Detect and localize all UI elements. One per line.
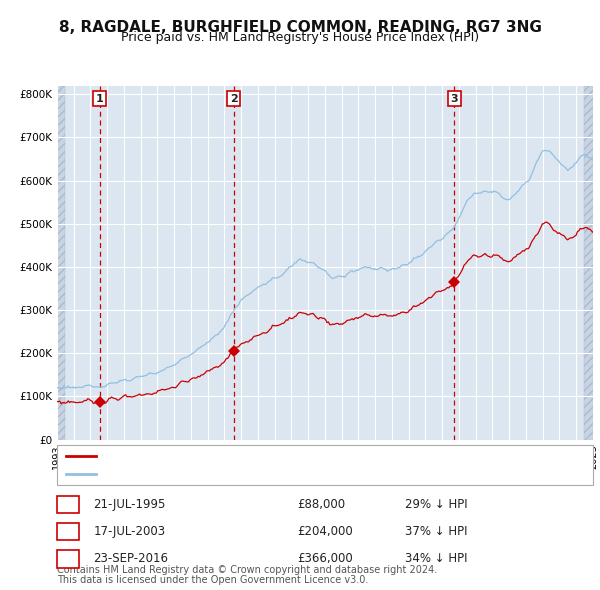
Bar [57,86,65,440]
Text: 3: 3 [451,93,458,103]
Text: £204,000: £204,000 [297,525,353,538]
Bar [584,86,593,440]
Text: HPI: Average price, detached house, West Berkshire: HPI: Average price, detached house, West… [102,469,392,479]
Text: This data is licensed under the Open Government Licence v3.0.: This data is licensed under the Open Gov… [57,575,368,585]
Text: Contains HM Land Registry data © Crown copyright and database right 2024.: Contains HM Land Registry data © Crown c… [57,565,437,575]
Text: 2: 2 [230,93,238,103]
Text: 8, RAGDALE, BURGHFIELD COMMON, READING, RG7 3NG (detached house): 8, RAGDALE, BURGHFIELD COMMON, READING, … [102,451,522,461]
Text: 2: 2 [64,525,72,538]
Text: 8, RAGDALE, BURGHFIELD COMMON, READING, RG7 3NG: 8, RAGDALE, BURGHFIELD COMMON, READING, … [59,20,541,35]
Text: Price paid vs. HM Land Registry's House Price Index (HPI): Price paid vs. HM Land Registry's House … [121,31,479,44]
Text: 34% ↓ HPI: 34% ↓ HPI [405,552,467,565]
Text: 1: 1 [96,93,104,103]
Text: 17-JUL-2003: 17-JUL-2003 [94,525,166,538]
Text: 1: 1 [64,498,72,511]
Text: 21-JUL-1995: 21-JUL-1995 [94,498,166,511]
Text: 3: 3 [64,552,72,565]
Text: £88,000: £88,000 [297,498,345,511]
Text: 29% ↓ HPI: 29% ↓ HPI [405,498,467,511]
Text: 37% ↓ HPI: 37% ↓ HPI [405,525,467,538]
Text: £366,000: £366,000 [297,552,353,565]
Text: 23-SEP-2016: 23-SEP-2016 [94,552,169,565]
